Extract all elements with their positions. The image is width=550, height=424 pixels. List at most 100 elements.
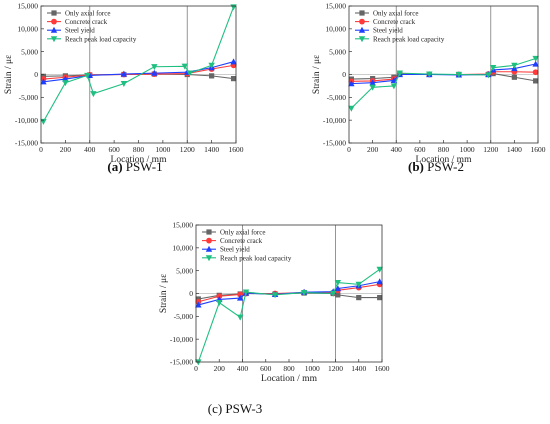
legend-label: Steel yield (65, 27, 95, 35)
data-point (300, 289, 308, 296)
caption-name: (c) PSW-3 (208, 401, 263, 416)
legend-label: Concrete crack (65, 18, 108, 26)
y-axis-label: Strain / με (4, 55, 14, 94)
data-point (511, 74, 517, 80)
data-point (237, 291, 244, 298)
series-4 (195, 266, 383, 366)
data-point (369, 79, 376, 86)
y-tick-label: 5,000 (21, 47, 38, 56)
x-tick-label: 0 (347, 145, 351, 154)
legend-item: Steel yield (47, 27, 95, 35)
data-point (396, 70, 403, 77)
data-point (40, 78, 47, 85)
x-tick-label: 1600 (375, 364, 390, 373)
data-point (485, 72, 492, 79)
data-point (348, 80, 355, 87)
legend-marker (50, 26, 58, 33)
legend-label: Reach peak load capacity (220, 254, 292, 262)
data-point (355, 281, 362, 288)
series-line (42, 6, 235, 122)
legend-marker (359, 18, 365, 25)
data-point (120, 81, 128, 88)
data-point (334, 279, 342, 286)
data-point (216, 300, 223, 307)
legend-marker (205, 255, 213, 262)
x-tick-label: 1600 (531, 145, 546, 154)
x-tick-label: 1200 (180, 145, 195, 154)
data-point (209, 73, 215, 79)
data-point (208, 62, 215, 69)
x-tick-label: 600 (260, 364, 272, 373)
data-point (62, 80, 69, 87)
chart-caption: (a) PSW-1 (107, 159, 162, 174)
legend-label: Steel yield (220, 246, 250, 254)
legend-marker (358, 26, 366, 33)
data-point (236, 294, 244, 301)
data-point (242, 289, 250, 296)
series-line (197, 268, 380, 363)
legend-item: Reach peak load capacity (355, 35, 445, 43)
legend-label: Only axial force (220, 229, 265, 237)
series-4 (348, 55, 539, 112)
x-tick-label: 400 (237, 364, 249, 373)
y-tick-label: 10,000 (17, 24, 38, 33)
legend-marker (206, 229, 212, 235)
legend-label: Only axial force (65, 10, 110, 18)
data-point (532, 69, 539, 76)
y-tick-label: -10,000 (170, 335, 193, 344)
caption-letter: (a) (107, 159, 122, 174)
y-tick-label: -5,000 (174, 312, 194, 321)
data-point (236, 314, 244, 321)
x-tick-label: 1400 (204, 145, 219, 154)
data-point (186, 70, 193, 77)
y-tick-label: -5,000 (327, 93, 347, 102)
caption-name: PSW-2 (424, 159, 464, 174)
data-point (181, 63, 189, 70)
y-tick-label: 10,000 (325, 24, 346, 33)
legend-item: Concrete crack (202, 237, 263, 245)
x-tick-label: 1200 (483, 145, 498, 154)
data-point (329, 290, 337, 297)
y-tick-label: 0 (34, 70, 38, 79)
data-point (348, 105, 355, 112)
legend-item: Concrete crack (47, 18, 108, 26)
series-line (43, 61, 234, 83)
x-tick-label: 1000 (155, 145, 170, 154)
x-tick-label: 200 (214, 364, 226, 373)
x-tick-label: 200 (60, 145, 72, 154)
x-tick-label: 800 (133, 145, 145, 154)
chart-caption: (b) PSW-2 (408, 159, 464, 174)
data-point (511, 62, 518, 69)
y-tick-label: 0 (342, 70, 346, 79)
series-3 (348, 60, 539, 87)
data-point (489, 65, 497, 72)
data-point (390, 83, 398, 90)
legend-item: Reach peak load capacity (202, 254, 292, 262)
data-point (151, 64, 158, 71)
legend-marker (51, 10, 57, 16)
x-tick-label: 800 (438, 145, 450, 154)
data-point (376, 278, 383, 285)
y-tick-label: -15,000 (15, 139, 38, 148)
series-3 (195, 278, 383, 308)
legend-item: Reach peak load capacity (47, 35, 137, 43)
legend-marker (51, 18, 57, 25)
caption-letter: (b) (408, 159, 424, 174)
chart-panel-1: -15,000 -10,000 -5,000 0 5,000 10,000 15,000 0 2… (4, 2, 244, 174)
x-tick-label: 0 (194, 364, 198, 373)
legend-item: Steel yield (355, 27, 403, 35)
x-axis-label: Location / mm (416, 155, 473, 165)
legend-label: Reach peak load capacity (373, 35, 445, 43)
x-tick-label: 800 (283, 364, 295, 373)
legend-item: Only axial force (47, 10, 110, 18)
caption-name: PSW-1 (123, 159, 163, 174)
chart-panel-2: -15,000 -10,000 -5,000 0 5,000 10,000 15,000 0 2… (312, 2, 546, 174)
legend-marker (359, 10, 365, 16)
data-point (532, 55, 539, 62)
x-axis-label: Location / mm (111, 155, 168, 165)
x-tick-label: 200 (367, 145, 379, 154)
